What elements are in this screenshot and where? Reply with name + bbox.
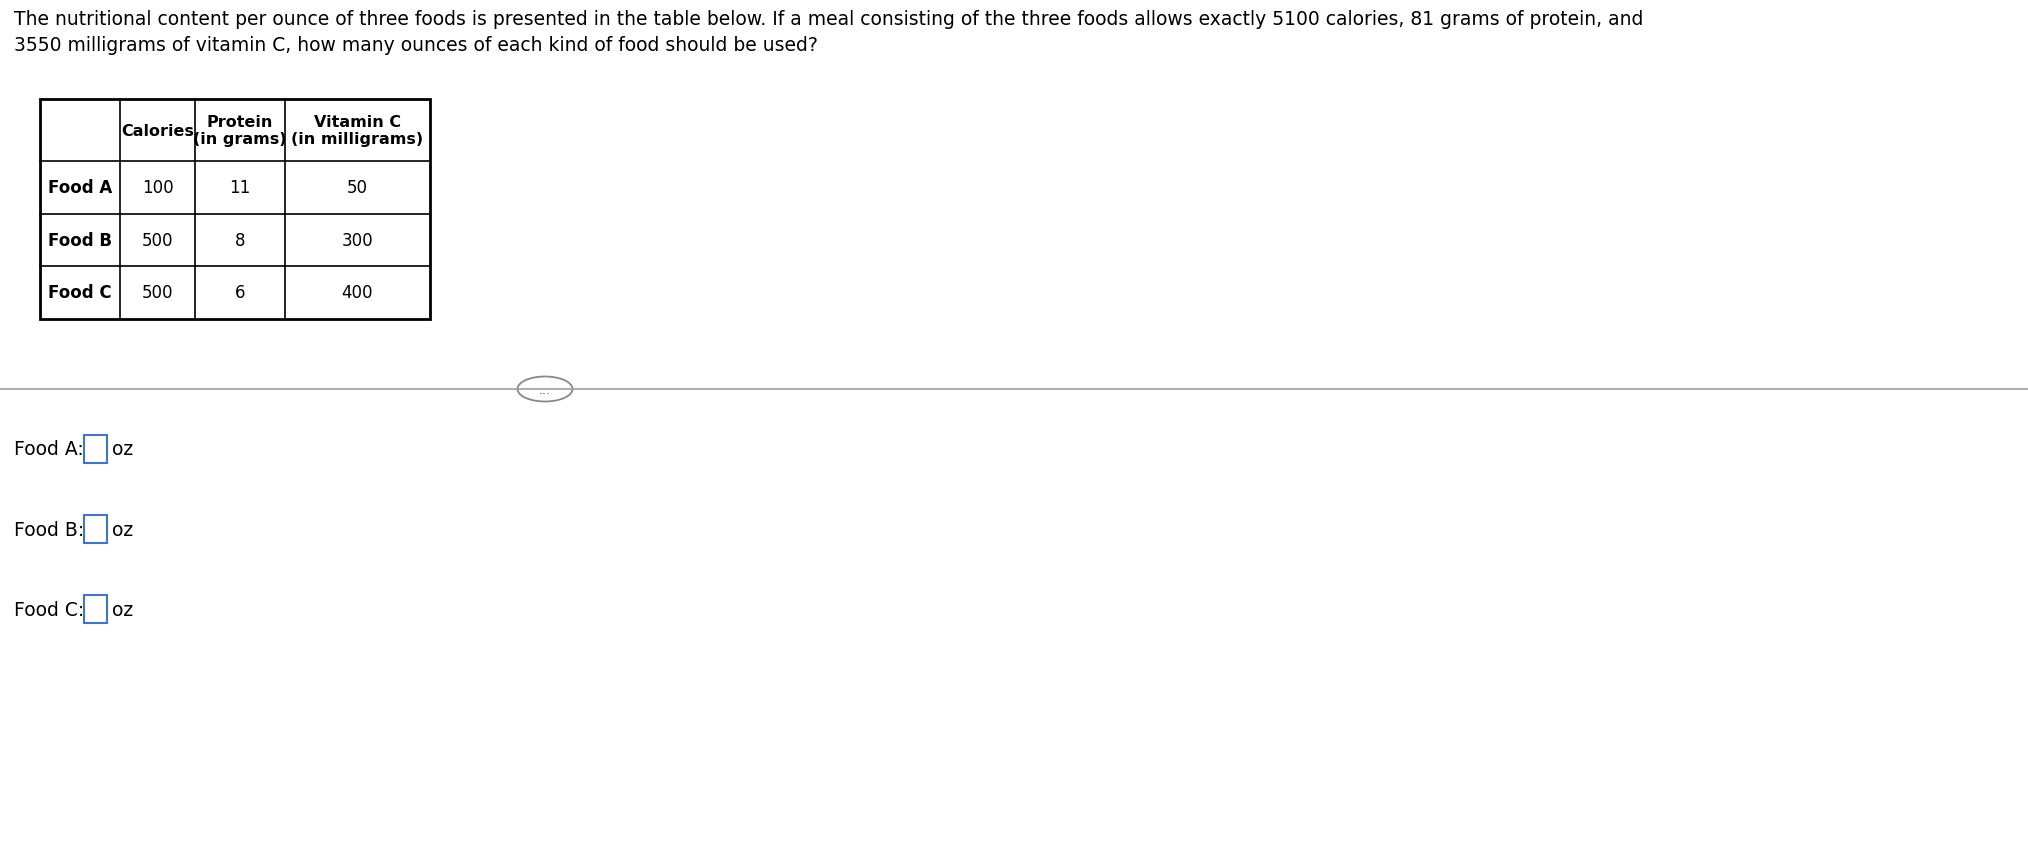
Text: 500: 500 xyxy=(142,232,172,250)
Text: Calories: Calories xyxy=(122,123,195,139)
Text: 300: 300 xyxy=(341,232,373,250)
Text: Food C:: Food C: xyxy=(14,600,85,619)
Text: ...: ... xyxy=(539,383,552,396)
Text: oz: oz xyxy=(112,440,134,459)
Text: Protein
(in grams): Protein (in grams) xyxy=(193,115,286,147)
Text: oz: oz xyxy=(112,520,134,539)
Text: oz: oz xyxy=(112,600,134,619)
Text: Food B: Food B xyxy=(49,232,112,250)
Text: The nutritional content per ounce of three foods is presented in the table below: The nutritional content per ounce of thr… xyxy=(14,10,1643,55)
FancyBboxPatch shape xyxy=(83,595,107,623)
Text: 400: 400 xyxy=(343,284,373,302)
Text: 500: 500 xyxy=(142,284,172,302)
Text: 50: 50 xyxy=(347,179,367,197)
Text: 100: 100 xyxy=(142,179,172,197)
Text: 11: 11 xyxy=(229,179,251,197)
Text: Food C: Food C xyxy=(49,284,112,302)
Ellipse shape xyxy=(517,377,572,402)
Text: Food A: Food A xyxy=(49,179,112,197)
FancyBboxPatch shape xyxy=(83,516,107,543)
Text: Vitamin C
(in milligrams): Vitamin C (in milligrams) xyxy=(292,115,424,147)
Text: Food A:: Food A: xyxy=(14,440,83,459)
Text: 8: 8 xyxy=(235,232,245,250)
Text: Food B:: Food B: xyxy=(14,520,85,539)
FancyBboxPatch shape xyxy=(83,436,107,463)
Text: 6: 6 xyxy=(235,284,245,302)
